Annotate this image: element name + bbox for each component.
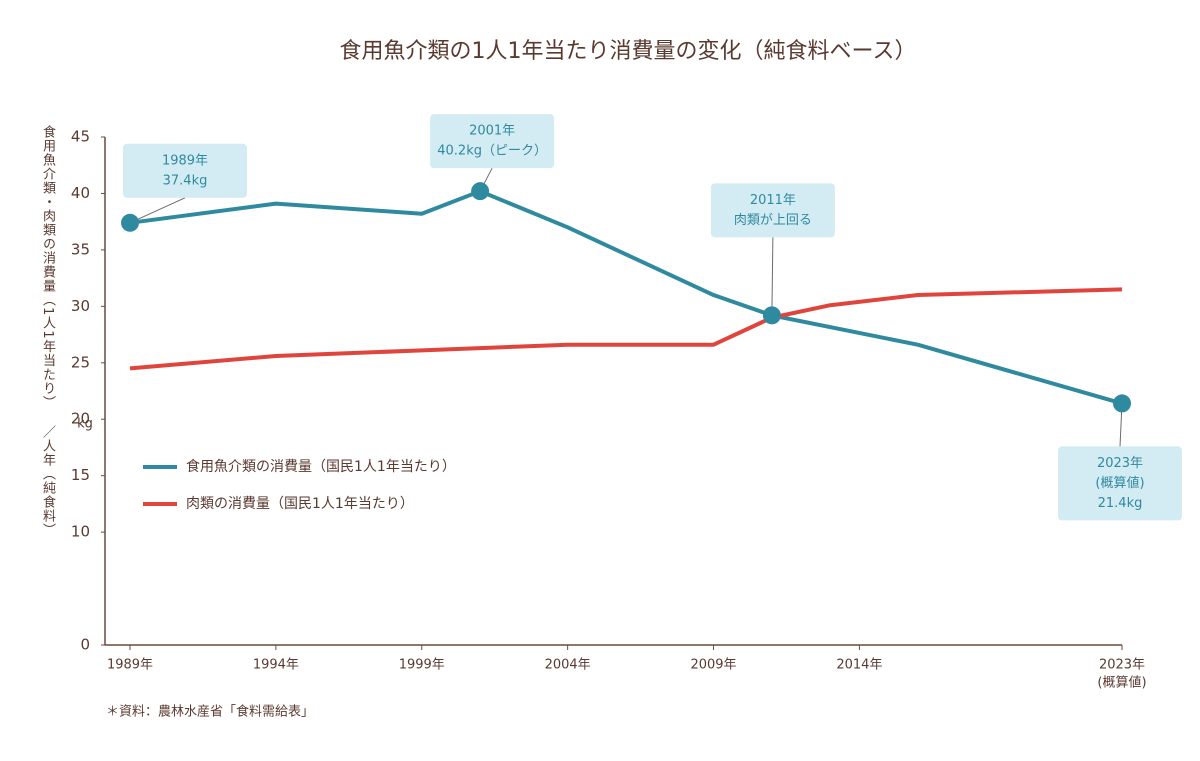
callout-text: 2001年 — [469, 124, 515, 139]
x-tick-label: 1994年 — [253, 658, 299, 673]
x-tick-label: 2023年 — [1099, 658, 1145, 673]
line-series — [129, 189, 1123, 406]
x-tick-label: 1989年 — [107, 658, 153, 673]
y-tick-label: 25 — [71, 353, 90, 371]
callout-text: 40.2kg（ピーク） — [437, 144, 547, 159]
callout-text: 21.4kg — [1098, 496, 1143, 511]
callout-text: 肉類が上回る — [734, 213, 812, 228]
legend-label: 肉類の消費量（国民1人1年当たり） — [186, 496, 414, 512]
callout-box — [710, 183, 835, 238]
callout-leader — [129, 197, 186, 224]
point — [762, 306, 781, 325]
callout-text: 2011年 — [750, 193, 796, 208]
y-axis-unit: ／人年（純食料） — [40, 425, 55, 537]
callout-leader — [771, 237, 774, 316]
callout-text: 2023年 — [1097, 456, 1143, 471]
callout-box — [430, 114, 555, 169]
y-tick-label: 20 — [71, 410, 90, 428]
x-tick-label: 2004年 — [545, 658, 591, 673]
y-tick-label: 15 — [71, 466, 90, 484]
callout-text: (概算値) — [1095, 475, 1144, 491]
legend-label: 食用魚介類の消費量（国民1人1年当たり） — [186, 458, 456, 475]
callout-text: 1989年 — [162, 153, 208, 168]
x-tick-label: 2014年 — [836, 658, 882, 673]
point — [1113, 394, 1131, 413]
point — [471, 182, 490, 201]
line-series — [129, 287, 1123, 371]
y-axis-label: 食用魚介類・肉類の消費量（1人1年当たり） — [40, 125, 55, 410]
y-tick-label: 40 — [71, 184, 90, 202]
x-tick-label: 1999年 — [399, 658, 445, 673]
chart-title: 食用魚介類の1人1年当たり消費量の変化（純食料ベース） — [340, 39, 917, 64]
callout-text: 37.4kg — [163, 173, 208, 188]
x-tick-note: (概算値) — [1097, 675, 1146, 691]
y-tick-label: 45 — [71, 128, 90, 146]
callout-box — [1058, 446, 1182, 521]
y-unit: kg — [77, 417, 93, 432]
y-tick-label: 35 — [71, 240, 90, 258]
callout-box — [123, 143, 247, 198]
y-tick-label: 0 — [80, 636, 90, 654]
point — [121, 213, 139, 232]
x-tick-label: 2009年 — [690, 658, 736, 673]
y-tick-label: 10 — [71, 523, 90, 541]
source-note: ＊資料：農林水産省「食料需給表」 — [106, 704, 314, 720]
y-tick-label: 30 — [71, 297, 90, 315]
